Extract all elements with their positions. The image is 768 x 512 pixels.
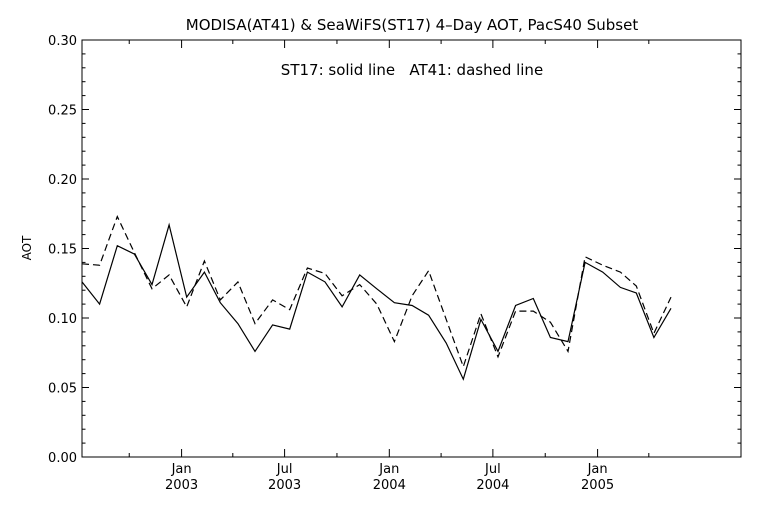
line-style-annotation: ST17: solid line AT41: dashed line xyxy=(281,61,543,79)
y-tick-label: 0.20 xyxy=(48,173,77,188)
x-tick-year-label: 2003 xyxy=(268,478,301,493)
y-axis-label: AOT xyxy=(20,235,34,260)
plot-frame xyxy=(81,39,742,458)
series-line-solid xyxy=(81,222,672,381)
series-layer xyxy=(81,214,672,381)
y-tick-label: 0.10 xyxy=(48,312,77,327)
chart-title: MODISA(AT41) & SeaWiFS(ST17) 4–Day AOT, … xyxy=(186,16,639,34)
y-tick-label: 0.30 xyxy=(48,34,77,49)
x-tick-year-label: 2004 xyxy=(373,478,406,493)
x-tick-year-label: 2003 xyxy=(165,478,198,493)
x-tick-month-label: Jul xyxy=(484,462,501,477)
x-tick-month-label: Jul xyxy=(276,462,293,477)
y-tick-label: 0.05 xyxy=(48,382,77,397)
y-tick-label: 0.00 xyxy=(48,451,77,466)
x-tick-month-label: Jan xyxy=(587,462,608,477)
y-tick-label: 0.15 xyxy=(48,243,77,258)
x-tick-month-label: Jan xyxy=(378,462,399,477)
x-tick-year-label: 2004 xyxy=(476,478,509,493)
y-axis-ticks: 0.00 0.05 0.10 0.15 0.20 0.25 0.30 xyxy=(48,34,741,466)
y-tick-label: 0.25 xyxy=(48,104,77,119)
series-line-dashed xyxy=(81,214,672,369)
x-tick-year-label: 2005 xyxy=(581,478,614,493)
x-tick-month-label: Jan xyxy=(171,462,192,477)
